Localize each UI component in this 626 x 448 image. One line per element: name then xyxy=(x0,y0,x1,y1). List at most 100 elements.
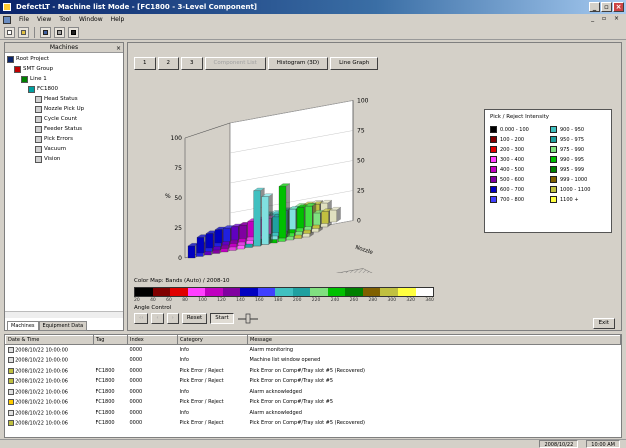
tree-item[interactable]: Line 1 xyxy=(7,74,121,84)
log-cell-text: 0000 xyxy=(129,388,143,395)
log-cell: 0000 xyxy=(128,387,178,398)
log-column-header[interactable]: Tag xyxy=(93,335,128,345)
open-button[interactable] xyxy=(18,26,29,38)
tree-item[interactable]: Feeder Status xyxy=(7,124,121,134)
tree-item-label: Root Project xyxy=(16,56,50,62)
log-cell-text: Alarm acknowledged xyxy=(249,388,302,395)
log-entry-icon xyxy=(7,378,14,384)
menu-help[interactable]: Help xyxy=(110,16,125,23)
view-tab[interactable]: Component List xyxy=(204,57,266,70)
event-log-panel: Date & Time Tag Index Category Message 2008/… xyxy=(4,334,622,438)
table-row[interactable]: 2008/10/22 10:00:06 FC1800 0000 Pick Error … xyxy=(6,397,621,408)
angle-start-button[interactable]: Start xyxy=(210,313,234,324)
horizontal-scrollbar[interactable] xyxy=(5,311,123,318)
tab-machines[interactable]: Machines xyxy=(7,321,39,331)
menu-tool[interactable]: Tool xyxy=(59,16,71,23)
new-button[interactable] xyxy=(4,26,15,38)
legend-swatch xyxy=(550,196,557,203)
tree-item[interactable]: Pick Errors xyxy=(7,134,121,144)
legend-label: 500 - 600 xyxy=(500,176,525,183)
legend-swatch xyxy=(490,196,497,203)
log-cell-text: FC1800 xyxy=(95,367,115,374)
menu-file[interactable]: File xyxy=(19,16,30,23)
tree-item[interactable]: FC1800 xyxy=(7,84,121,94)
log-cell-text: FC1800 xyxy=(95,409,115,416)
angle-reset-button[interactable]: Reset xyxy=(181,313,208,324)
legend-title: Pick / Reject Intensity xyxy=(490,114,550,120)
view-tab[interactable]: 3 xyxy=(181,57,203,70)
tab-equipment-data[interactable]: Equipment Data xyxy=(38,321,88,331)
tree-item[interactable]: SMT Group xyxy=(7,64,121,74)
log-column-header[interactable]: Date & Time xyxy=(5,335,94,345)
legend-swatch xyxy=(490,186,497,193)
histogram-bar xyxy=(329,207,342,223)
log-cell: Machine list window opened xyxy=(248,355,621,366)
maximize-button[interactable]: ▫ xyxy=(601,2,612,12)
exit-button[interactable]: Exit xyxy=(592,318,615,329)
tree-item-label: Pick Errors xyxy=(44,136,73,142)
log-entry-icon xyxy=(7,357,14,363)
table-row[interactable]: 2008/10/22 10:00:06 FC1800 0000 Info Alarm a… xyxy=(6,387,621,398)
view-tab[interactable]: Line Graph xyxy=(330,57,379,70)
log-cell: Info xyxy=(178,355,248,366)
menu-view[interactable]: View xyxy=(37,16,52,23)
log-cell-text: Pick Error / Reject xyxy=(179,367,224,374)
angle-first-button[interactable]: ‹‹ xyxy=(134,313,149,324)
legend-swatch xyxy=(550,146,557,153)
color-band-segment xyxy=(310,288,328,296)
tree-item[interactable]: Cycle Count xyxy=(7,114,121,124)
tree-item[interactable]: Vision xyxy=(7,154,121,164)
log-column-header[interactable]: Category xyxy=(177,335,248,345)
slider-icon[interactable] xyxy=(237,313,259,324)
log-cell: FC1800 xyxy=(94,366,128,377)
tree-item[interactable]: Root Project xyxy=(7,54,121,64)
view-tab[interactable]: Histogram (3D) xyxy=(267,57,329,70)
log-cell-text: FC1800 xyxy=(95,399,115,406)
view-tab[interactable]: 2 xyxy=(157,57,179,70)
log-cell: 0000 xyxy=(128,408,178,419)
new-icon xyxy=(7,29,12,35)
menu-window[interactable]: Window xyxy=(78,16,103,23)
table-row[interactable]: 2008/10/22 10:00:00 0000 Info Alarm monitor… xyxy=(6,345,621,356)
log-cell-text: 0000 xyxy=(129,367,143,374)
legend-swatch xyxy=(550,186,557,193)
color-band-tick: 40 xyxy=(150,298,156,303)
help-button[interactable] xyxy=(68,26,79,38)
view-tab[interactable]: 1 xyxy=(134,57,156,70)
print-button[interactable] xyxy=(54,26,65,38)
log-cell-text: 0000 xyxy=(129,378,143,385)
mdi-controls[interactable]: _ ▫ × xyxy=(591,15,622,22)
angle-next-button[interactable]: › xyxy=(166,313,179,324)
log-column-header[interactable]: Index xyxy=(127,335,178,345)
document-icon[interactable] xyxy=(3,15,11,24)
log-body: 2008/10/22 10:00:00 0000 Info Alarm monitor… xyxy=(6,345,621,429)
tree-item[interactable]: Vacuum xyxy=(7,144,121,154)
angle-prev-button[interactable]: ‹ xyxy=(151,313,164,324)
save-button[interactable] xyxy=(40,26,51,38)
color-band-tick: 200 xyxy=(292,298,302,303)
tree-item[interactable]: Nozzle Pick Up xyxy=(7,104,121,114)
log-cell-text: Info xyxy=(179,357,189,364)
table-row[interactable]: 2008/10/22 10:00:06 FC1800 0000 Info Alarm a… xyxy=(6,408,621,419)
log-cell: 2008/10/22 10:00:00 xyxy=(6,345,94,356)
close-button[interactable]: × xyxy=(613,2,624,12)
close-icon[interactable]: × xyxy=(115,45,121,52)
legend-swatch xyxy=(490,126,497,133)
log-column-header[interactable]: Message xyxy=(247,335,621,345)
tree-item[interactable]: Head Status xyxy=(7,94,121,104)
color-band-tick: 260 xyxy=(349,298,359,303)
minimize-button[interactable]: _ xyxy=(589,2,600,12)
log-cell-text: Pick Error on Comp#/Tray slot #5 (Recove… xyxy=(249,420,365,427)
table-row[interactable]: 2008/10/22 10:00:06 FC1800 0000 Pick Error … xyxy=(6,376,621,387)
log-cell-text: 0000 xyxy=(129,347,143,353)
legend-label: 990 - 995 xyxy=(560,156,585,163)
status-bar: 2008/10/22 10:00 AM xyxy=(0,439,626,448)
log-cell: FC1800 xyxy=(94,387,128,398)
color-band-tick: 300 xyxy=(387,298,397,303)
table-row[interactable]: 2008/10/22 10:00:06 FC1800 0000 Pick Error … xyxy=(6,418,621,429)
machine-tree: Root Project SMT Group Line 1 FC1800 Head St… xyxy=(7,54,121,164)
log-cell: Pick Error / Reject xyxy=(178,397,248,408)
table-row[interactable]: 2008/10/22 10:00:06 FC1800 0000 Pick Error … xyxy=(6,366,621,377)
table-row[interactable]: 2008/10/22 10:00:00 0000 Info Machine list … xyxy=(6,355,621,366)
color-band-tick: 80 xyxy=(182,298,188,303)
